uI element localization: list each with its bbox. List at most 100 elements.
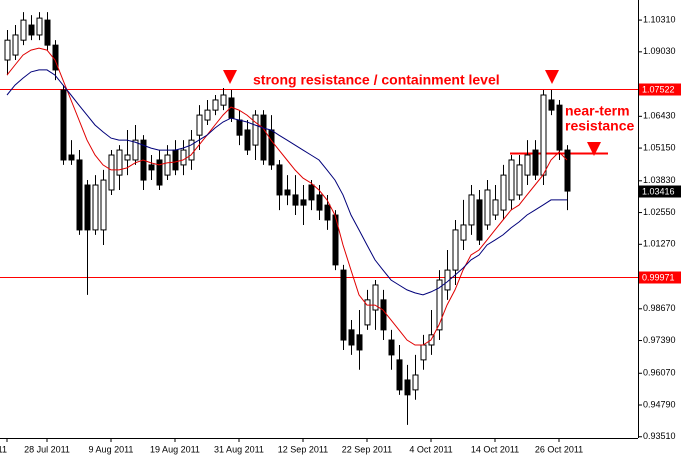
candle-body <box>268 129 275 166</box>
candle-body <box>60 89 67 161</box>
candle-body <box>364 299 371 326</box>
y-tick-label: 0.94790 <box>643 399 676 409</box>
y-tick-label: 1.05150 <box>643 142 676 152</box>
candle-body <box>508 159 515 201</box>
candle-body <box>76 159 83 231</box>
candle-body <box>68 154 75 161</box>
candle-body <box>524 154 531 176</box>
candle-body <box>308 184 315 201</box>
candle-body <box>4 39 11 61</box>
level-label-box <box>639 83 681 96</box>
y-tick-label: 0.98670 <box>643 303 676 313</box>
candle-body <box>252 114 259 146</box>
candle-body <box>324 204 331 221</box>
candle-body <box>284 189 291 196</box>
candle-body <box>92 184 99 231</box>
level-label-box <box>639 271 681 284</box>
moving-average <box>6 47 568 346</box>
x-tick-label: 19 Aug 2011 <box>150 444 200 454</box>
candle-body <box>156 159 163 186</box>
candle-body <box>204 109 211 121</box>
y-tick-label: 1.09030 <box>643 46 676 56</box>
candle-body <box>108 154 115 191</box>
candle-body <box>540 94 547 176</box>
y-tick-label: 0.93510 <box>643 431 676 441</box>
y-tick-label: 1.06430 <box>643 111 676 121</box>
x-tick-label: 4 Oct 2011 <box>409 444 452 454</box>
candle-body <box>84 184 91 231</box>
candle-body <box>164 154 171 176</box>
candle-body <box>316 194 323 211</box>
x-tick-label: 26 Oct 2011 <box>535 444 583 454</box>
candle-body <box>404 379 411 396</box>
candle-body <box>188 139 195 161</box>
candle-body <box>236 119 243 136</box>
y-tick-label: 1.01270 <box>643 239 676 249</box>
candle-body <box>180 149 187 166</box>
candle-body <box>420 344 427 361</box>
x-tick-label: 28 Jul 2011 <box>24 444 70 454</box>
candle-body <box>12 34 19 56</box>
candle-body <box>212 99 219 111</box>
annotation: near-term <box>565 103 630 119</box>
candle-body <box>124 154 131 161</box>
candle-body <box>476 199 483 241</box>
candle-body <box>28 24 35 36</box>
candle-body <box>356 334 363 351</box>
x-tick-label: 11 <box>0 444 7 454</box>
y-tick-label: 1.10310 <box>643 14 676 24</box>
arrow <box>587 142 601 156</box>
candle-body <box>276 164 283 196</box>
candle-body <box>116 149 123 176</box>
candle-body <box>532 149 539 176</box>
x-tick-label: 12 Sep 2011 <box>278 444 328 454</box>
candle-body <box>196 114 203 136</box>
candle-body <box>100 179 107 231</box>
candle-body <box>388 339 395 356</box>
level-label: 0.99971 <box>642 272 675 282</box>
y-tick-label: 1.02550 <box>643 207 676 217</box>
candle-body <box>372 284 379 311</box>
candle-body <box>36 17 43 36</box>
candle-body <box>412 374 419 391</box>
candle-body <box>492 199 499 216</box>
candle-body <box>452 229 459 271</box>
candle-body <box>300 199 307 206</box>
arrow <box>223 70 237 84</box>
candle-body <box>132 139 139 161</box>
candle-body <box>20 19 27 41</box>
y-tick-label: 0.97390 <box>643 335 676 345</box>
x-tick-label: 31 Aug 2011 <box>214 444 264 454</box>
annotation: resistance <box>565 118 634 134</box>
candle-body <box>500 174 507 211</box>
candle-body <box>548 99 555 111</box>
candle-body <box>244 129 251 151</box>
candle-body <box>484 189 491 226</box>
candle-body <box>260 114 267 161</box>
candle-body <box>44 19 51 46</box>
y-tick-label: 1.03830 <box>643 175 676 185</box>
y-tick-label: 0.96070 <box>643 368 676 378</box>
candle-body <box>172 149 179 171</box>
price-label-box <box>639 185 681 198</box>
candle-body <box>556 104 563 151</box>
candle-body <box>564 149 571 192</box>
level-label: 1.07522 <box>642 84 675 94</box>
x-tick-label: 22 Sep 2011 <box>342 444 392 454</box>
x-tick-label: 14 Oct 2011 <box>471 444 519 454</box>
candle-body <box>380 299 387 331</box>
candle-body <box>436 279 443 331</box>
candle-body <box>516 164 523 196</box>
candle-body <box>148 164 155 171</box>
candle-body <box>468 194 475 226</box>
x-tick-label: 9 Aug 2011 <box>89 444 134 454</box>
moving-average <box>6 69 567 296</box>
candle-body <box>396 359 403 391</box>
candle-body <box>340 269 347 341</box>
candle-body <box>292 194 299 206</box>
candle-body <box>348 329 355 346</box>
price-label: 1.03416 <box>642 186 675 196</box>
annotation: strong resistance / containment level <box>253 72 500 88</box>
